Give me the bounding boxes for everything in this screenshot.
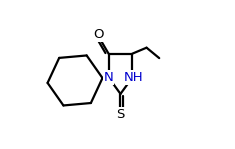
Text: N: N	[104, 71, 114, 84]
Text: NH: NH	[124, 71, 143, 84]
Text: S: S	[116, 108, 125, 121]
Text: O: O	[94, 28, 104, 41]
